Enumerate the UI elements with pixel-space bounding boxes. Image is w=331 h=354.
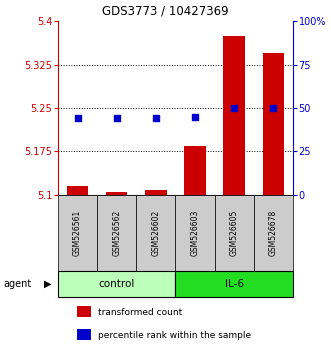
Bar [262, 53, 284, 195]
Bar [254, 195, 293, 271]
Bar [175, 271, 293, 297]
Bar [175, 195, 214, 271]
Text: agent: agent [3, 279, 31, 289]
Point [75, 115, 80, 121]
Bar [97, 195, 136, 271]
Text: GSM526602: GSM526602 [151, 210, 160, 256]
Bar [214, 195, 254, 271]
Text: GSM526605: GSM526605 [230, 210, 239, 256]
Point [114, 115, 119, 121]
Text: GSM526678: GSM526678 [269, 210, 278, 256]
Point [192, 114, 198, 120]
Text: IL-6: IL-6 [225, 279, 244, 289]
Point [153, 115, 159, 121]
Bar [58, 271, 175, 297]
Text: ▶: ▶ [44, 279, 51, 289]
Text: GSM526603: GSM526603 [191, 210, 200, 256]
Bar [77, 329, 91, 340]
Bar [58, 195, 97, 271]
Text: GDS3773 / 10427369: GDS3773 / 10427369 [102, 5, 229, 18]
Bar [77, 306, 91, 317]
Point [231, 105, 237, 111]
Text: GSM526562: GSM526562 [112, 210, 121, 256]
Bar [184, 145, 206, 195]
Point [271, 105, 276, 111]
Bar [106, 192, 127, 195]
Text: percentile rank within the sample: percentile rank within the sample [98, 331, 251, 340]
Text: transformed count: transformed count [98, 308, 182, 317]
Bar [223, 36, 245, 195]
Text: GSM526561: GSM526561 [73, 210, 82, 256]
Bar [145, 190, 166, 195]
Text: control: control [99, 279, 135, 289]
Bar [67, 186, 88, 195]
Bar [136, 195, 175, 271]
